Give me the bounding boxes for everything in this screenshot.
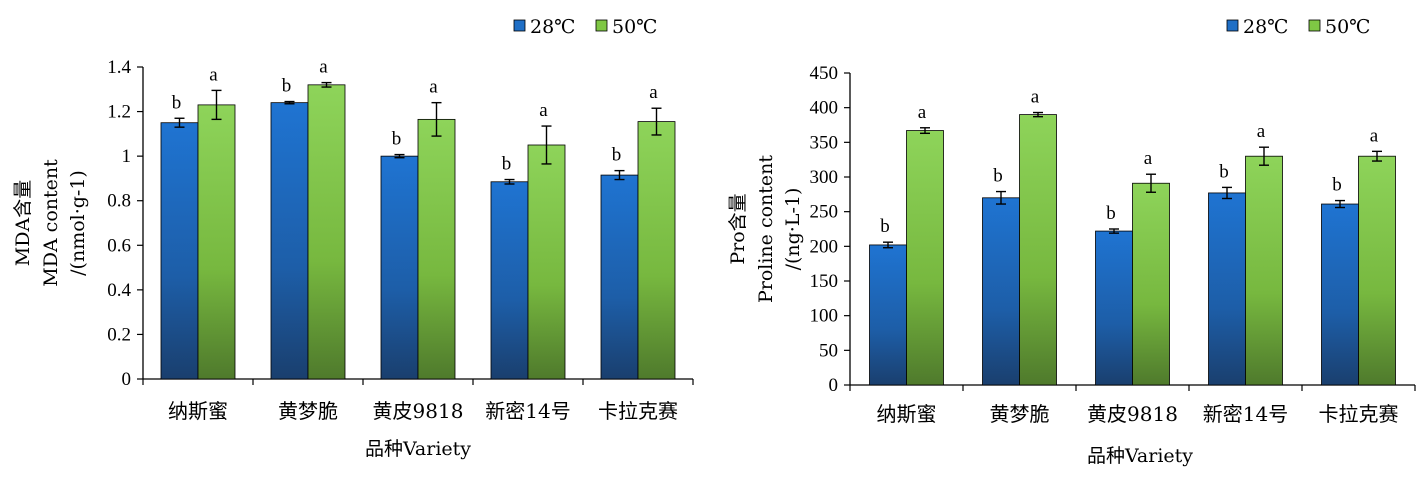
bar (160, 122, 199, 380)
y-tick-label: 400 (810, 98, 839, 119)
significance-label: b (392, 129, 402, 150)
bar (270, 102, 309, 380)
y-axis-title-line: Proline content (755, 155, 777, 303)
significance-label: a (649, 82, 658, 103)
legend-label: 28℃ (1243, 16, 1288, 38)
bar (600, 174, 639, 380)
y-tick-label: 0.4 (107, 280, 131, 301)
y-axis-title-line: /(nmol·g-1) (67, 170, 89, 276)
y-tick-label: 0.2 (107, 324, 131, 345)
bar (1208, 192, 1246, 386)
bar (982, 197, 1020, 386)
y-tick-label: 200 (810, 236, 839, 257)
x-tick-label: 黄梦脆 (278, 399, 338, 423)
mda-chart: 0 0.2 0.4 0.6 0.8 1 1.2 1.4 b a 纳斯蜜 b a 黄梦脆 b a 黄皮9818 b a… (12, 16, 694, 460)
legend-swatch (513, 19, 526, 32)
x-tick-label: 新密14号 (1203, 402, 1288, 426)
x-tick-label: 卡拉克赛 (1319, 402, 1399, 426)
significance-label: a (1370, 125, 1379, 146)
proline-chart: 0 50 100 150 200 250 300 350 400 450 b a 纳斯蜜 b a 黄梦脆 b a 黄… (727, 16, 1416, 467)
y-tick-label: 100 (810, 306, 839, 327)
y-axis-title-line: MDA content (40, 159, 62, 287)
y-tick-label: 350 (810, 132, 839, 153)
bar (417, 118, 456, 380)
bar (637, 121, 676, 380)
bar (1245, 155, 1283, 386)
bar (490, 181, 529, 380)
legend-swatch (1308, 19, 1321, 32)
significance-label: b (880, 216, 890, 237)
significance-label: a (1031, 87, 1040, 108)
significance-label: a (918, 102, 927, 123)
bar (1019, 114, 1057, 386)
significance-label: b (172, 92, 182, 113)
x-tick-label: 黄皮9818 (373, 399, 464, 423)
x-tick-label: 黄梦脆 (990, 402, 1050, 426)
significance-label: a (539, 100, 548, 121)
bar (906, 130, 944, 386)
y-axis-title-line: Pro含量 (727, 193, 749, 264)
y-axis-title-line: /(ng·L-1) (782, 188, 804, 271)
significance-label: a (429, 77, 438, 98)
y-tick-label: 50 (819, 340, 838, 361)
y-tick-label: 450 (810, 63, 839, 84)
bar (1321, 203, 1359, 386)
legend-label: 50℃ (612, 16, 657, 38)
legend-swatch (595, 19, 608, 32)
bar (1132, 182, 1170, 386)
y-tick-label: 0.6 (107, 235, 131, 256)
significance-label: a (1257, 121, 1266, 142)
significance-label: b (612, 145, 622, 166)
x-axis-title: 品种Variety (365, 438, 471, 460)
y-tick-label: 250 (810, 202, 839, 223)
significance-label: a (1144, 148, 1153, 169)
bar (869, 244, 907, 386)
x-tick-label: 卡拉克赛 (598, 399, 678, 423)
significance-label: b (502, 154, 512, 175)
x-tick-label: 纳斯蜜 (168, 399, 228, 423)
significance-label: b (1219, 161, 1229, 182)
bar (307, 84, 346, 380)
significance-label: b (1332, 175, 1342, 196)
bar (380, 155, 419, 380)
y-tick-label: 300 (810, 167, 839, 188)
y-tick-label: 0 (829, 375, 839, 396)
significance-label: a (209, 64, 218, 85)
bar (1358, 155, 1396, 386)
y-tick-label: 1.2 (107, 102, 131, 123)
x-axis-title: 品种Variety (1087, 445, 1193, 467)
bar (527, 144, 566, 380)
y-tick-label: 0.8 (107, 191, 131, 212)
y-tick-label: 1 (122, 146, 132, 167)
x-tick-label: 新密14号 (485, 399, 570, 423)
x-tick-label: 纳斯蜜 (877, 402, 937, 426)
significance-label: b (282, 76, 292, 97)
legend-label: 28℃ (530, 16, 575, 38)
x-tick-label: 黄皮9818 (1087, 402, 1178, 426)
legend-label: 50℃ (1325, 16, 1370, 38)
significance-label: a (319, 57, 328, 78)
significance-label: b (1106, 203, 1116, 224)
significance-label: b (993, 166, 1003, 187)
bar (1095, 230, 1133, 386)
legend-swatch (1226, 19, 1239, 32)
y-tick-label: 150 (810, 271, 839, 292)
bar (197, 104, 236, 380)
y-axis-title-line: MDA含量 (12, 180, 34, 266)
y-tick-label: 0 (122, 369, 132, 390)
y-tick-label: 1.4 (107, 57, 131, 78)
